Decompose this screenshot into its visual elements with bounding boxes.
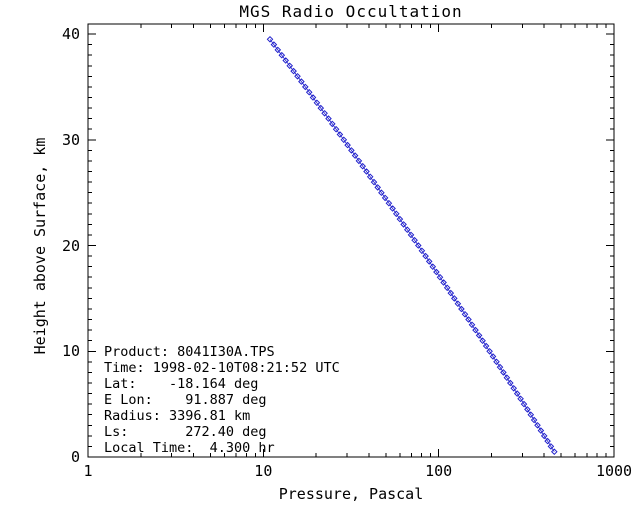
x-axis-label: Pressure, Pascal [278,485,424,503]
plot-title: MGS Radio Occultation [239,2,463,21]
x-tick-label: 1 [83,462,93,480]
annotation-line: Time: 1998-02-10T08:21:52 UTC [104,360,340,376]
x-tick-label: 1000 [595,462,633,480]
annotation-block: Product: 8041I30A.TPS Time: 1998-02-10T08… [104,344,340,456]
y-tick-label: 40 [61,25,80,44]
data-series-markers [266,35,558,456]
y-tick-label: 0 [70,448,80,466]
y-tick-label: 10 [61,342,80,361]
annotation-line: Product: 8041I30A.TPS [104,344,275,360]
x-tick-label: 100 [425,462,453,480]
annotation-line: E Lon: 91.887 deg [104,392,267,408]
annotation-line: Ls: 272.40 deg [104,424,267,440]
y-tick-label: 20 [61,236,80,255]
x-tick-label: 10 [254,462,273,480]
annotation-line: Lat: -18.164 deg [104,376,259,392]
annotation-line: Radius: 3396.81 km [104,408,251,424]
annotation-line: Local Time: 4.300 hr [104,440,275,456]
y-tick-label: 30 [61,130,80,149]
